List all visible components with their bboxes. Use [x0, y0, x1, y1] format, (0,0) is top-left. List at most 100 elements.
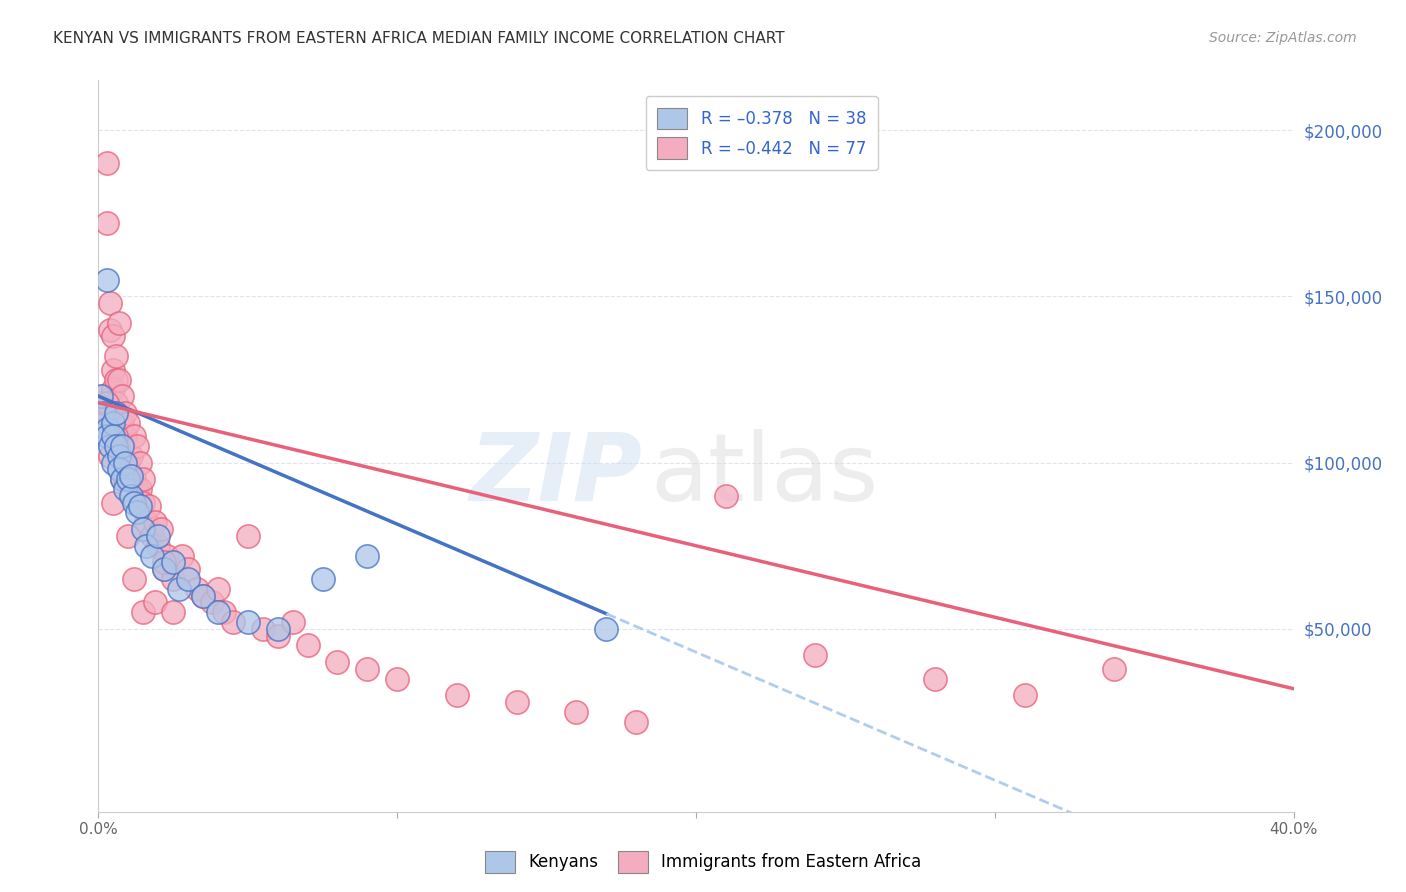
Point	[98, 296, 122, 310]
Point	[108, 372, 131, 386]
Point	[117, 456, 139, 470]
Point	[153, 555, 176, 569]
Point	[222, 615, 245, 630]
Point	[111, 389, 134, 403]
Point	[103, 495, 125, 509]
Point	[153, 562, 176, 576]
Point	[124, 572, 146, 586]
Point	[177, 562, 200, 576]
Point	[212, 605, 235, 619]
Point	[108, 462, 131, 476]
Point	[132, 472, 155, 486]
Point	[207, 605, 229, 619]
Point	[191, 589, 214, 603]
Point	[297, 639, 319, 653]
Point	[167, 582, 190, 596]
Point	[98, 439, 122, 453]
Point	[714, 489, 737, 503]
Point	[156, 549, 179, 563]
Point	[1014, 689, 1036, 703]
Point	[172, 549, 194, 563]
Point	[127, 439, 149, 453]
Point	[135, 516, 157, 530]
Point	[124, 495, 146, 509]
Point	[143, 516, 166, 530]
Point	[1104, 662, 1126, 676]
Point	[111, 416, 134, 430]
Point	[105, 429, 128, 443]
Point	[120, 489, 142, 503]
Point	[129, 499, 152, 513]
Point	[236, 615, 259, 630]
Point	[191, 589, 214, 603]
Point	[108, 449, 131, 463]
Point	[201, 595, 224, 609]
Point	[162, 555, 184, 569]
Point	[96, 216, 118, 230]
Point	[90, 396, 112, 410]
Point	[96, 156, 118, 170]
Point	[132, 495, 155, 509]
Point	[162, 572, 184, 586]
Point	[93, 416, 115, 430]
Point	[506, 695, 529, 709]
Point	[311, 572, 333, 586]
Point	[385, 672, 409, 686]
Point	[90, 389, 112, 403]
Point	[105, 406, 128, 420]
Point	[120, 469, 142, 483]
Legend: R = –0.378   N = 38, R = –0.442   N = 77: R = –0.378 N = 38, R = –0.442 N = 77	[645, 96, 877, 170]
Point	[108, 316, 131, 330]
Point	[148, 529, 170, 543]
Point	[129, 482, 152, 496]
Point	[96, 273, 118, 287]
Point	[114, 429, 136, 443]
Point	[114, 406, 136, 420]
Point	[138, 499, 160, 513]
Point	[98, 323, 122, 337]
Point	[111, 439, 134, 453]
Point	[120, 449, 142, 463]
Point	[132, 605, 155, 619]
Point	[103, 329, 125, 343]
Point	[96, 422, 118, 436]
Point	[135, 539, 157, 553]
Point	[103, 383, 125, 397]
Point	[117, 529, 139, 543]
Point	[114, 456, 136, 470]
Point	[356, 662, 378, 676]
Point	[153, 562, 176, 576]
Point	[267, 622, 290, 636]
Point	[103, 362, 125, 376]
Point	[595, 622, 617, 636]
Point	[132, 522, 155, 536]
Point	[96, 396, 118, 410]
Point	[356, 549, 378, 563]
Point	[96, 429, 118, 443]
Point	[141, 529, 163, 543]
Point	[127, 506, 149, 520]
Text: atlas: atlas	[651, 429, 879, 521]
Point	[103, 416, 125, 430]
Point	[105, 349, 128, 363]
Point	[114, 482, 136, 496]
Point	[446, 689, 468, 703]
Point	[98, 449, 122, 463]
Point	[105, 396, 128, 410]
Point	[111, 472, 134, 486]
Point	[267, 628, 290, 642]
Point	[105, 372, 128, 386]
Point	[150, 522, 173, 536]
Point	[177, 572, 200, 586]
Point	[103, 429, 125, 443]
Point	[186, 582, 208, 596]
Point	[124, 472, 146, 486]
Point	[129, 456, 152, 470]
Point	[236, 529, 259, 543]
Point	[117, 416, 139, 430]
Point	[207, 582, 229, 596]
Point	[148, 539, 170, 553]
Point	[124, 429, 146, 443]
Point	[143, 595, 166, 609]
Point	[120, 469, 142, 483]
